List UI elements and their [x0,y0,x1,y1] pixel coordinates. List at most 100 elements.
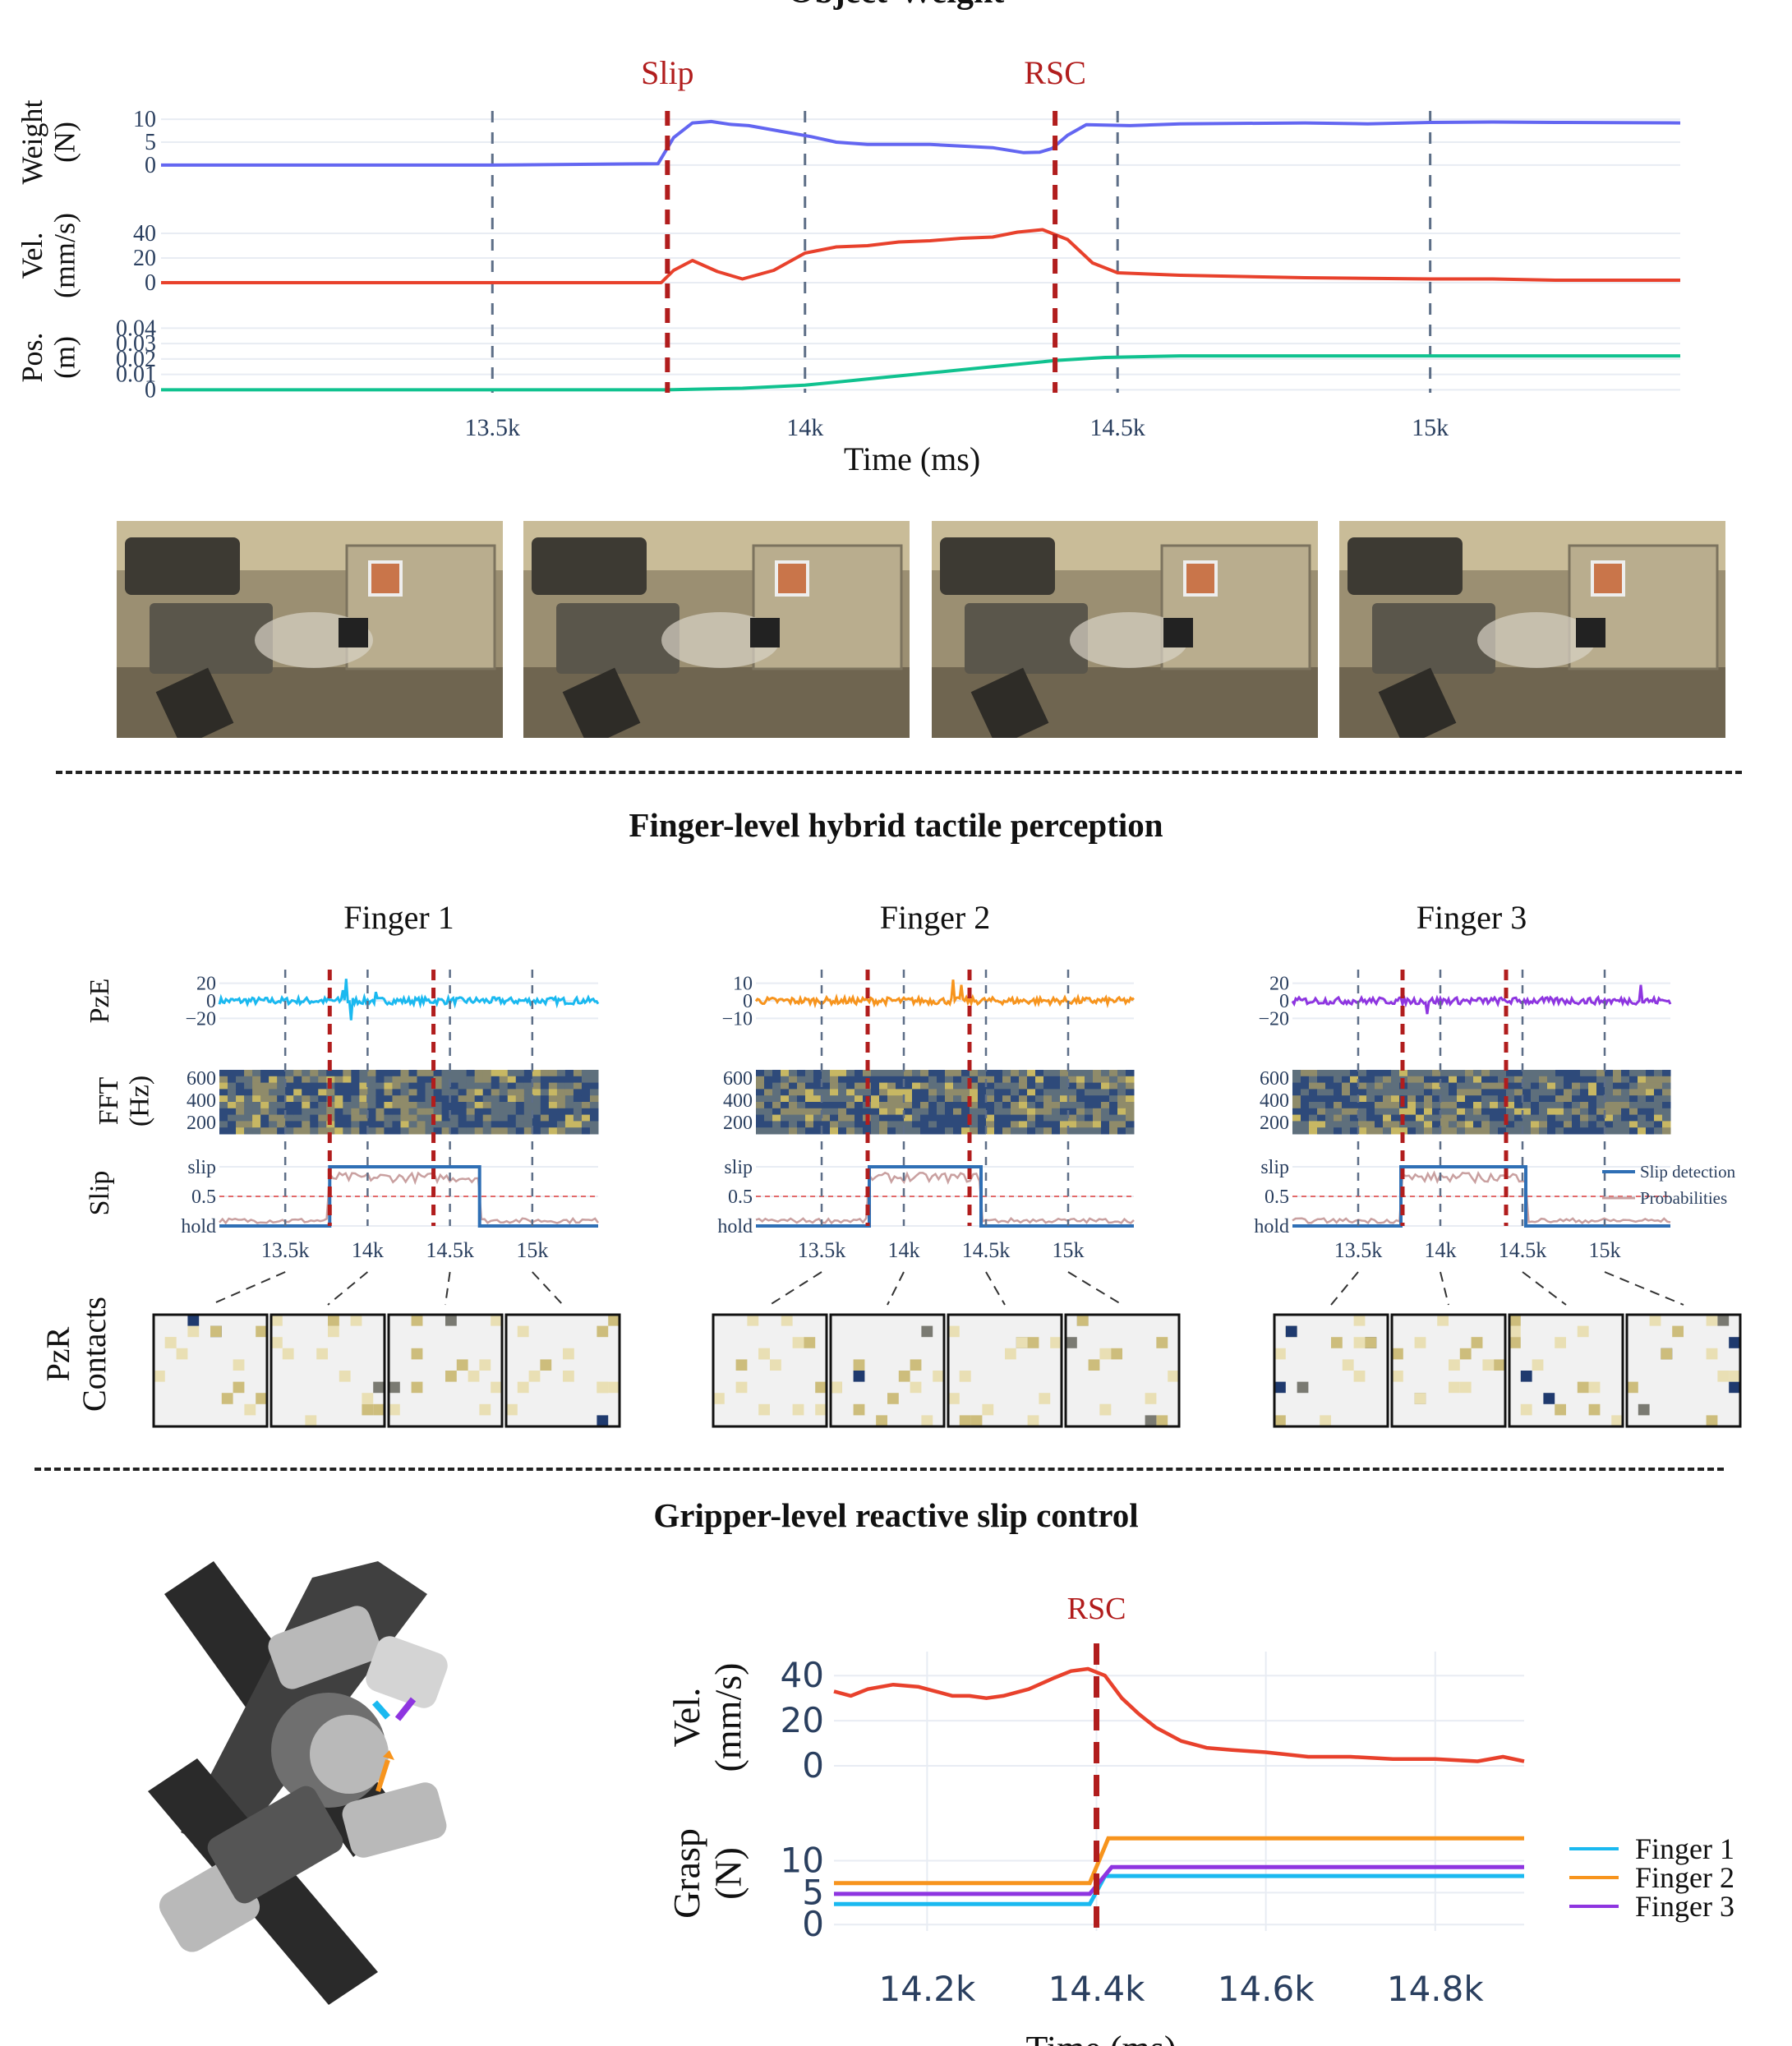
fft-cell [367,1095,376,1103]
fft-cell [375,1095,385,1103]
fft-cell [449,1108,459,1116]
fft-cell [1301,1108,1310,1116]
row-label-contacts-line: PzR [39,1326,76,1381]
fft-cell [1580,1076,1589,1084]
heatmap-frame [152,1313,269,1428]
fft-cell [1301,1089,1310,1096]
fft-cell [1613,1102,1622,1109]
heatmap-cell [1156,1415,1168,1426]
fft-cell [797,1070,806,1077]
fft-cell [375,1089,385,1096]
fft-cell [1060,1070,1069,1077]
fft-cell [515,1114,525,1122]
fft-cell [1366,1070,1375,1077]
heatmap-cell [713,1393,725,1404]
fft-cell [1638,1089,1647,1096]
fft-cell [1539,1108,1548,1116]
fft-cell [912,1089,921,1096]
fft-cell [789,1102,798,1109]
event-label: RSC [1067,1592,1126,1626]
photo-strip [117,521,1727,738]
fft-cell [912,1108,921,1116]
fft-cell [928,1070,937,1077]
fft-cell [540,1121,550,1128]
fft-cell [1449,1108,1458,1116]
finger-section-title: Finger-level hybrid tactile perception [629,806,1163,844]
fft-cell [458,1127,468,1135]
fft-cell [970,1095,979,1103]
fft-cell [343,1121,352,1128]
fft-cell [1358,1070,1367,1077]
fft-cell [482,1121,492,1128]
fft-cell [474,1089,484,1096]
fft-cell [846,1102,855,1109]
heatmap-cell [1471,1337,1483,1348]
fft-cell [756,1114,765,1122]
fft-cell [260,1114,269,1122]
fft-cell [441,1121,451,1128]
fft-cell [244,1095,253,1103]
heatmap-cell [1027,1415,1039,1426]
fft-cell [1564,1089,1573,1096]
fft-cell [491,1108,500,1116]
fft-cell [236,1082,245,1090]
fft-cell [228,1114,237,1122]
heatmap-cell [233,1359,245,1371]
y-tick-label: 0 [145,153,156,178]
fft-cell [556,1082,566,1090]
y-tick-label: 5 [802,1872,824,1912]
fft-cell [1523,1121,1532,1128]
fft-cell [1383,1095,1392,1103]
fft-cell [1432,1102,1441,1109]
fft-cell [441,1089,451,1096]
fft-cell [449,1095,459,1103]
heatmap-cell [1274,1348,1286,1360]
fft-cell [260,1089,269,1096]
fft-cell [986,1095,995,1103]
photo-robot-arm [1347,537,1463,595]
heatmap-cell [154,1371,165,1382]
connector-line [210,1271,286,1306]
x-tick-label: 13.5k [261,1238,310,1262]
fft-cell [441,1070,451,1077]
fft-cell [1498,1082,1507,1090]
fft-cell [1358,1095,1367,1103]
fft-cell [1514,1082,1523,1090]
fft-cell [1572,1121,1581,1128]
fft-cell [491,1121,500,1128]
fft-cell [822,1102,831,1109]
fft-cell [548,1114,558,1122]
y-tick-label: 600 [187,1068,216,1090]
fft-cell [797,1076,806,1084]
fft-cell [1399,1108,1408,1116]
fft-cell [978,1108,987,1116]
fft-cell [1350,1095,1359,1103]
fft-cell [896,1108,905,1116]
heatmap-cell [540,1359,552,1371]
heatmap-cell [1509,1325,1521,1338]
y-tick-label: hold [181,1216,216,1237]
fft-cell [302,1127,311,1135]
fft-cell [1572,1076,1581,1084]
fft-cell [1342,1114,1351,1122]
contact-heatmap [1508,1313,1624,1428]
fft-cell [961,1076,970,1084]
fft-cell [1555,1070,1564,1077]
fft-cell [781,1095,790,1103]
fft-cell [515,1108,525,1116]
fft-cell [507,1082,517,1090]
fft-cell [532,1102,541,1109]
fft-cell [871,1102,880,1109]
photo-arm-lower [1378,667,1457,738]
fft-cell [367,1102,376,1109]
fft-cell [310,1102,319,1109]
fft-cell [219,1108,228,1116]
fft-cell [1366,1076,1375,1084]
fft-cell [1350,1127,1359,1135]
fft-cell [351,1114,360,1122]
fft-cell [756,1127,765,1135]
fft-cell [515,1121,525,1128]
fft-cell [1334,1127,1343,1135]
fft-cell [896,1121,905,1128]
y-tick-label: slip [187,1157,216,1178]
